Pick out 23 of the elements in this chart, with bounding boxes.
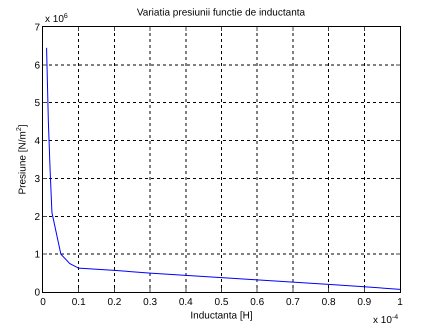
x-tick-label: 0.7 xyxy=(286,297,300,308)
text: x 10$^{6}$ xyxy=(45,13,68,26)
y-tick-label: 1 xyxy=(34,250,40,261)
x-tick-label: 0.8 xyxy=(322,297,336,308)
y-tick-label: 6 xyxy=(34,60,40,72)
x-tick-label: 0.6 xyxy=(250,297,265,308)
x-tick-label: 0.4 xyxy=(178,297,194,308)
x-tick-label: 0.1 xyxy=(72,297,86,308)
x-axis-title: Inductanta [H] xyxy=(190,310,253,322)
y-tick-label: 0 xyxy=(34,288,40,298)
x-tick-label: 0.5 xyxy=(214,297,229,308)
y-tick-label: 4 xyxy=(34,136,40,148)
y-tick-label: 2 xyxy=(34,212,40,223)
line-series xyxy=(46,47,400,290)
y-tick-label: 5 xyxy=(34,98,40,110)
x-tick-label: 0.9 xyxy=(357,297,372,308)
text: x 10$^{-4}$ xyxy=(373,314,398,326)
x-tick-label: 0.3 xyxy=(143,297,158,308)
chart-title: Variatia presiunii functie de inductanta xyxy=(136,7,306,18)
x-tick-label: 0.2 xyxy=(107,297,122,308)
y-tick-label: 3 xyxy=(34,174,40,185)
y-tick-label: 7 xyxy=(34,22,40,34)
x-tick-label: 1 xyxy=(397,297,404,308)
